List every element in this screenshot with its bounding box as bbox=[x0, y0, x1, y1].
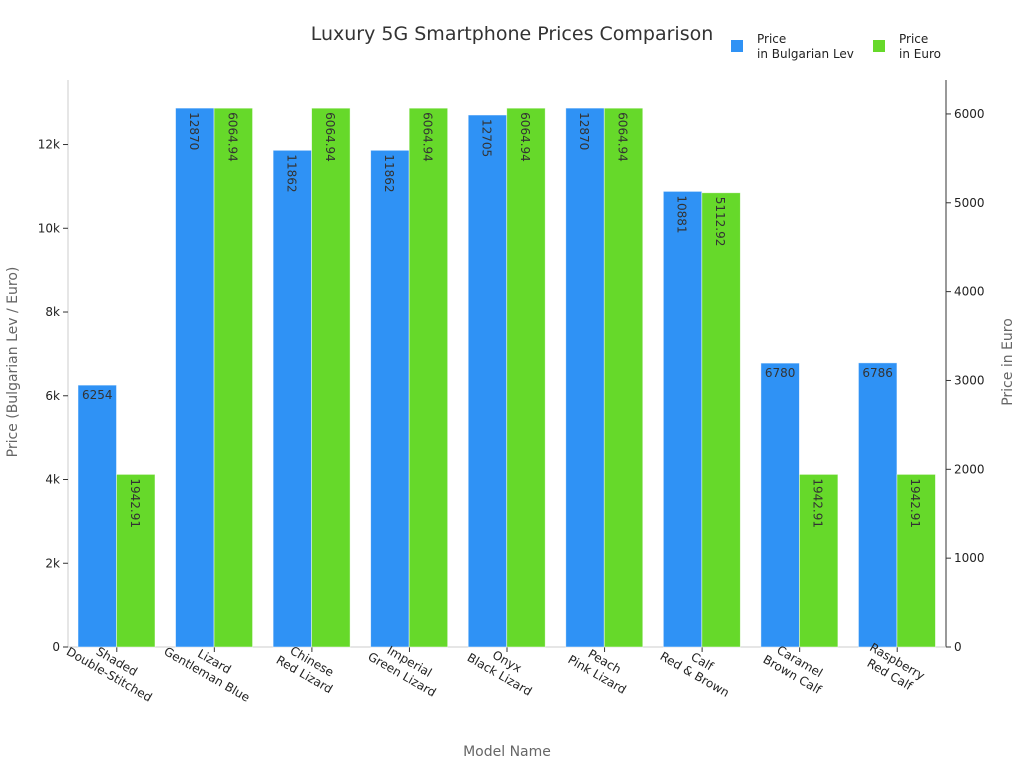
bar-label: 11862 bbox=[284, 154, 298, 192]
y-left-tick-label: 12k bbox=[38, 138, 60, 152]
y-right-tick-label: 4000 bbox=[954, 285, 985, 299]
bar-euro bbox=[506, 107, 546, 648]
y-right-tick-label: 1000 bbox=[954, 551, 985, 565]
y-axis-title-left: Price (Bulgarian Lev / Euro) bbox=[5, 267, 21, 458]
x-axis-title: Model Name bbox=[463, 744, 551, 760]
y-left-tick-label: 0 bbox=[52, 640, 60, 654]
y-axis-title-right: Price in Euro bbox=[1000, 318, 1016, 406]
bar-lev bbox=[467, 114, 508, 648]
bar-label: 6786 bbox=[862, 366, 893, 380]
bar-label: 6254 bbox=[82, 388, 113, 402]
y-left-tick-label: 8k bbox=[45, 305, 60, 319]
y-left-tick-label: 2k bbox=[45, 556, 60, 570]
bar-euro bbox=[798, 473, 839, 648]
bar-label: 6064.94 bbox=[420, 112, 434, 162]
legend-swatch bbox=[731, 40, 743, 52]
legend-swatch bbox=[873, 40, 885, 52]
bar-label: 6064.94 bbox=[225, 112, 239, 162]
legend-label: Price in Bulgarian Lev bbox=[757, 32, 854, 61]
y-left-tick-label: 6k bbox=[45, 389, 60, 403]
y-right-tick-label: 3000 bbox=[954, 373, 985, 387]
bar-euro bbox=[603, 107, 644, 648]
bar-euro bbox=[116, 473, 156, 648]
bar-euro bbox=[213, 107, 253, 648]
bar-label: 6064.94 bbox=[323, 112, 337, 162]
bar-lev bbox=[565, 107, 605, 648]
bar-label: 12870 bbox=[577, 112, 591, 150]
legend-label: Price in Euro bbox=[899, 32, 941, 61]
bar-euro bbox=[408, 107, 449, 648]
bar-label: 6064.94 bbox=[616, 112, 630, 162]
legend-label-line: Price bbox=[757, 32, 786, 46]
bar-lev bbox=[175, 107, 215, 648]
bar-label: 10881 bbox=[675, 195, 689, 233]
bar-lev bbox=[370, 149, 410, 648]
y-right-tick-label: 6000 bbox=[954, 107, 985, 121]
bars bbox=[77, 107, 936, 648]
legend-label-line: Price bbox=[899, 32, 928, 46]
legend-label-line: in Euro bbox=[899, 47, 941, 61]
bar-label: 6780 bbox=[765, 366, 796, 380]
bar-label: 1942.91 bbox=[128, 478, 142, 528]
bar-labels: 6254 1942.91 12870 6064.94 11862 6064.94 11862… bbox=[82, 112, 922, 528]
chart-title: Luxury 5G Smartphone Prices Comparison bbox=[311, 23, 714, 45]
bar-label: 5112.92 bbox=[713, 197, 727, 247]
y-left-tick-label: 4k bbox=[45, 473, 60, 487]
bar-label: 1942.91 bbox=[811, 478, 825, 528]
bar-lev bbox=[77, 384, 117, 648]
legend-label-line: in Bulgarian Lev bbox=[757, 47, 854, 61]
bar-lev bbox=[662, 190, 703, 648]
bar-label: 12705 bbox=[479, 119, 493, 157]
y-right-tick-label: 0 bbox=[954, 640, 962, 654]
bar-euro bbox=[896, 473, 936, 648]
y-right-tick-label: 5000 bbox=[954, 196, 985, 210]
y-left-tick-label: 10k bbox=[38, 221, 60, 235]
bar-lev bbox=[272, 149, 313, 648]
bar-lev bbox=[858, 362, 898, 648]
y-right-tick-label: 2000 bbox=[954, 462, 985, 476]
bar-lev bbox=[760, 362, 800, 648]
bar-euro bbox=[311, 107, 351, 648]
bar-euro bbox=[701, 192, 741, 648]
bar-label: 12870 bbox=[187, 112, 201, 150]
bar-label: 1942.91 bbox=[908, 478, 922, 528]
bar-label: 6064.94 bbox=[518, 112, 532, 162]
bar-label: 11862 bbox=[382, 154, 396, 192]
